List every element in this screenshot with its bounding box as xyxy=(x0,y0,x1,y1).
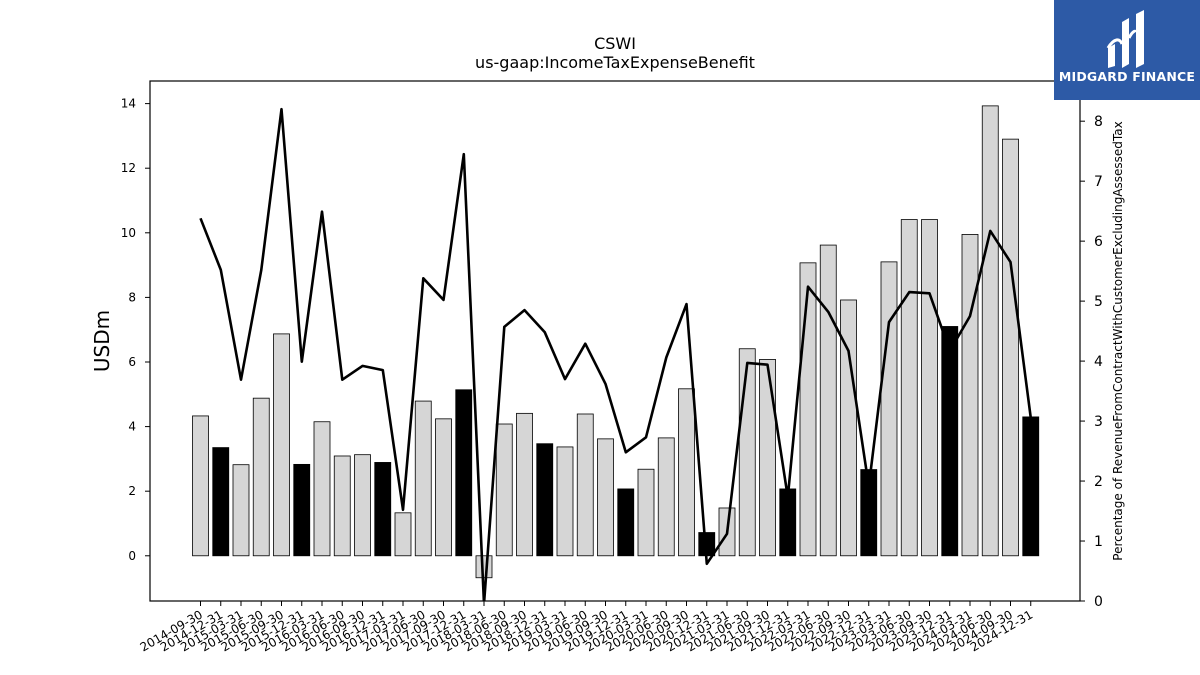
bar xyxy=(961,234,979,557)
y-axis-right: 0 1 2 3 4 5 6 7 8 xyxy=(1080,114,1103,610)
bar xyxy=(556,446,574,557)
bar xyxy=(617,488,635,557)
bar xyxy=(840,299,857,557)
bar xyxy=(414,400,432,557)
bar xyxy=(738,348,756,557)
bar xyxy=(475,555,493,579)
bar xyxy=(880,261,898,557)
series-line xyxy=(199,107,1033,601)
bar xyxy=(900,219,918,557)
bar xyxy=(576,413,594,557)
bar xyxy=(657,437,675,557)
y2-tick-label: 0 xyxy=(1094,594,1103,610)
y-tick-label: 0 xyxy=(128,549,136,563)
y2-tick-label: 7 xyxy=(1094,174,1103,190)
bar xyxy=(597,438,614,557)
bar xyxy=(637,468,655,557)
bar xyxy=(819,244,837,557)
y-tick-label: 10 xyxy=(121,226,136,240)
y2-tick-label: 3 xyxy=(1094,414,1103,430)
plot-frame xyxy=(149,80,1081,602)
chart-title: CSWI xyxy=(594,34,636,53)
bar xyxy=(232,464,250,557)
bar xyxy=(536,443,554,557)
y2-tick-label: 6 xyxy=(1094,234,1103,250)
bar xyxy=(1002,138,1019,557)
y-tick-label: 8 xyxy=(128,290,136,304)
y2-tick-label: 8 xyxy=(1094,114,1103,130)
y-tick-label: 12 xyxy=(121,161,136,175)
y-axis-left: 0 2 4 6 8 10 12 14 xyxy=(121,97,150,563)
line-series xyxy=(199,107,1033,601)
bar xyxy=(495,423,513,557)
y2-tick-label: 5 xyxy=(1094,294,1103,310)
y-tick-label: 14 xyxy=(121,97,136,111)
bar xyxy=(435,418,452,557)
bar xyxy=(1022,416,1040,557)
chart-subtitle: us-gaap:IncomeTaxExpenseBenefit xyxy=(475,53,755,72)
bar xyxy=(921,219,938,557)
logo-mark-icon xyxy=(1106,10,1144,68)
bar xyxy=(759,359,776,557)
y2-tick-label: 4 xyxy=(1094,354,1103,370)
bar xyxy=(354,454,371,557)
y-axis-label-left: USDm xyxy=(90,310,114,372)
bar xyxy=(678,388,695,557)
bar xyxy=(981,105,999,557)
bar xyxy=(860,469,878,557)
bar xyxy=(799,262,817,557)
bar xyxy=(374,462,392,557)
y-tick-label: 2 xyxy=(128,484,136,498)
logo-text: MIDGARD FINANCE xyxy=(1058,69,1196,84)
bar xyxy=(394,512,412,557)
bar-series xyxy=(192,105,1040,579)
y2-tick-label: 2 xyxy=(1094,474,1103,490)
bar xyxy=(313,421,331,557)
bar xyxy=(293,463,311,557)
bar xyxy=(212,447,230,557)
bar xyxy=(273,333,290,557)
bar xyxy=(333,455,351,557)
bar xyxy=(779,488,797,557)
bar xyxy=(455,389,473,557)
bar xyxy=(192,415,209,557)
y2-tick-label: 1 xyxy=(1094,534,1103,550)
y-axis-label-right: Percentage of RevenueFromContractWithCus… xyxy=(1111,121,1125,560)
bar xyxy=(252,397,270,557)
bar xyxy=(516,412,533,557)
x-axis: 2014-09-302014-12-312015-03-312015-06-30… xyxy=(138,601,1035,654)
y-tick-label: 4 xyxy=(128,420,136,434)
brand-logo: MIDGARD FINANCE xyxy=(1054,0,1200,100)
bar xyxy=(941,326,959,557)
y-tick-label: 6 xyxy=(128,355,136,369)
